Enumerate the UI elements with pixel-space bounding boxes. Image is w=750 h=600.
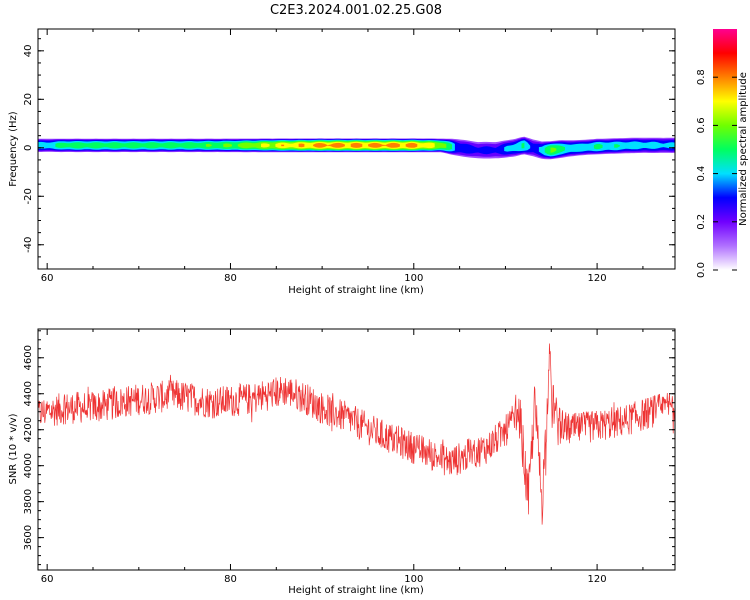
colorbar-tick-label: 0.0 bbox=[696, 262, 707, 278]
colorbar-tick-label: 0.8 bbox=[696, 69, 707, 85]
y-tick-label: 40 bbox=[23, 44, 34, 57]
spectrogram-contour-level bbox=[223, 143, 232, 148]
y-tick-label: -20 bbox=[23, 188, 34, 204]
snr-series-line bbox=[38, 343, 675, 525]
x-tick-label: 100 bbox=[404, 273, 423, 284]
spectrogram-frame bbox=[37, 28, 676, 270]
colorbar-label: Normalized spectral amplitude bbox=[738, 72, 749, 226]
spectrogram-contour-level bbox=[550, 147, 557, 153]
x-tick-label: 60 bbox=[41, 273, 54, 284]
snr-x-label: Height of straight line (km) bbox=[288, 585, 424, 596]
spectrogram-x-axis: 60 80 100 120 bbox=[41, 29, 644, 284]
snr-panel: 60 80 100 120 3600 3800 4000 4200 4400 4600 Heig… bbox=[8, 328, 676, 596]
figure-title: C2E3.2024.001.02.25.G08 bbox=[270, 3, 442, 18]
y-tick-label: -40 bbox=[23, 237, 34, 253]
colorbar: 0.0 0.2 0.4 0.6 0.8 Normalized spectral ampl… bbox=[696, 29, 749, 278]
spectrogram-contour-level bbox=[350, 142, 363, 148]
colorbar-gradient bbox=[713, 29, 737, 270]
snr-x-axis: 60 80 100 120 bbox=[41, 329, 644, 585]
y-tick-label: 3600 bbox=[23, 525, 34, 550]
spectrogram-panel: 60 80 100 120 -40 -20 0 20 40 Height of straigh… bbox=[8, 28, 676, 296]
colorbar-ticks: 0.0 0.2 0.4 0.6 0.8 bbox=[696, 69, 737, 278]
spectrogram-contour-level bbox=[298, 143, 305, 148]
snr-frame bbox=[37, 328, 676, 571]
snr-y-axis: 3600 3800 4000 4200 4400 4600 bbox=[23, 330, 675, 566]
spectrogram-y-axis: -40 -20 0 20 40 bbox=[23, 38, 675, 270]
y-tick-label: 4200 bbox=[23, 417, 34, 442]
snr-y-label: SNR (10 * v/v) bbox=[8, 413, 19, 484]
spectrogram-contour-level bbox=[261, 143, 270, 148]
colorbar-tick-label: 0.2 bbox=[696, 214, 707, 230]
x-tick-label: 80 bbox=[224, 574, 237, 585]
y-tick-label: 0 bbox=[23, 145, 34, 151]
spectrogram-contour-level bbox=[368, 142, 400, 148]
colorbar-tick-label: 0.6 bbox=[696, 117, 707, 133]
spectrogram-contour-level bbox=[281, 144, 285, 147]
y-tick-label: 4000 bbox=[23, 453, 34, 478]
y-tick-label: 20 bbox=[23, 93, 34, 106]
spectrogram-y-label: Frequency (Hz) bbox=[8, 111, 19, 187]
spectrogram-band bbox=[38, 136, 675, 160]
colorbar-tick-label: 0.4 bbox=[696, 166, 707, 182]
spectrogram-contour-level bbox=[313, 142, 345, 148]
x-tick-label: 80 bbox=[224, 273, 237, 284]
x-tick-label: 120 bbox=[588, 273, 607, 284]
y-tick-label: 3800 bbox=[23, 489, 34, 514]
spectrogram-contour-level bbox=[593, 144, 603, 150]
spectrogram-x-label: Height of straight line (km) bbox=[288, 285, 424, 296]
spectrogram-contour-level bbox=[521, 142, 525, 149]
spectrogram-contour-level bbox=[538, 141, 675, 157]
spectrogram-contour-level bbox=[614, 144, 620, 148]
y-tick-label: 4400 bbox=[23, 381, 34, 406]
spectrogram-contour-level bbox=[405, 142, 418, 148]
x-tick-label: 120 bbox=[588, 574, 607, 585]
x-tick-label: 60 bbox=[41, 574, 54, 585]
spectrogram-contour-level bbox=[205, 143, 212, 147]
x-tick-label: 100 bbox=[404, 574, 423, 585]
y-tick-label: 4600 bbox=[23, 345, 34, 370]
